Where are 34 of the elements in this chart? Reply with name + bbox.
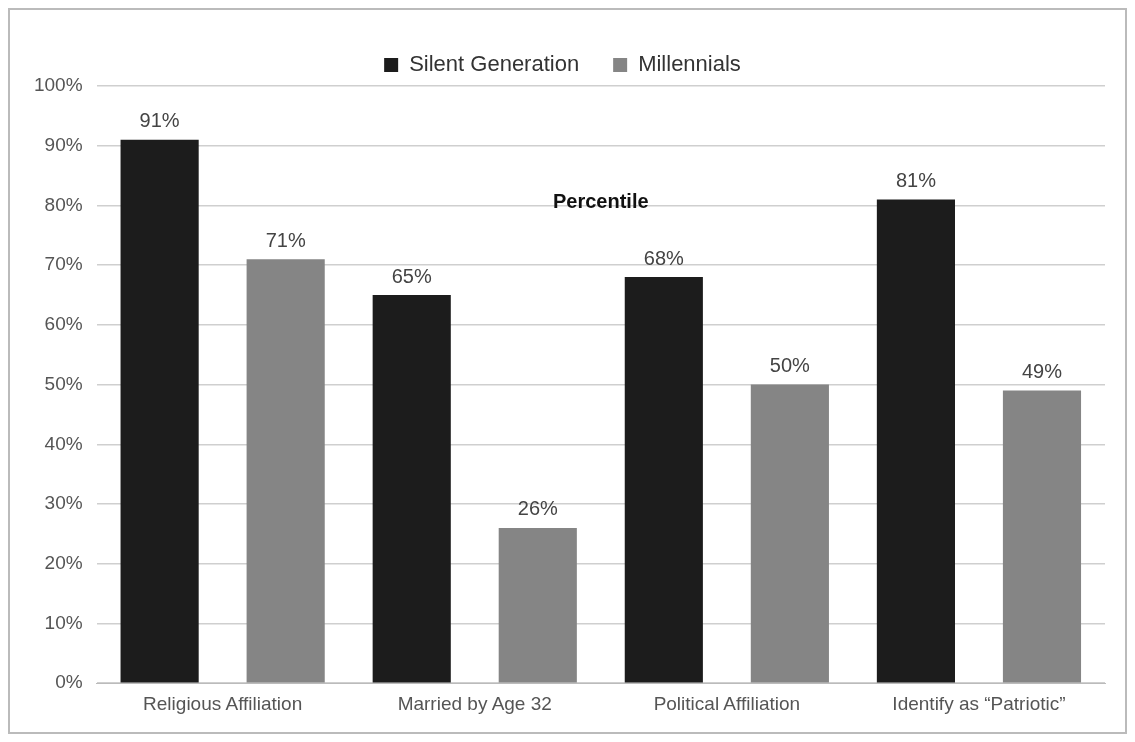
x-tick-label: Political Affiliation	[653, 692, 801, 714]
y-tick-label: 20%	[44, 551, 83, 573]
bar	[1002, 390, 1082, 683]
x-tick-label: Married by Age 32	[397, 692, 552, 714]
bar	[372, 295, 451, 683]
y-tick-label: 70%	[44, 253, 83, 275]
data-label: 68%	[643, 246, 685, 269]
y-tick-label: 100%	[33, 74, 83, 96]
annotation: Percentile	[552, 189, 649, 212]
y-tick-label: 80%	[44, 193, 83, 215]
bar	[876, 199, 955, 683]
bar	[120, 139, 199, 683]
data-label: 49%	[1021, 360, 1063, 383]
y-tick-label: 0%	[55, 671, 83, 693]
x-tick-label: Religious Affiliation	[143, 692, 303, 714]
bar	[498, 527, 577, 683]
y-tick-label: 40%	[44, 432, 83, 454]
y-tick-label: 90%	[44, 133, 83, 155]
y-tick-label: 60%	[44, 313, 83, 335]
y-tick-label: 50%	[44, 372, 83, 394]
bar	[246, 259, 325, 683]
legend-label: Silent Generation	[409, 51, 580, 77]
x-tick-label: Identify as “Patriotic”	[892, 692, 1066, 714]
bar	[750, 384, 829, 683]
legend-label: Millennials	[638, 51, 741, 77]
data-label: 65%	[391, 264, 432, 287]
data-label: 91%	[139, 109, 180, 132]
data-label: 26%	[517, 497, 558, 520]
y-tick-label: 30%	[44, 492, 83, 514]
y-tick-label: 10%	[44, 611, 83, 633]
data-label: 71%	[265, 228, 306, 251]
data-label: 50%	[769, 354, 811, 377]
bar	[624, 277, 703, 683]
data-label: 81%	[895, 168, 937, 191]
